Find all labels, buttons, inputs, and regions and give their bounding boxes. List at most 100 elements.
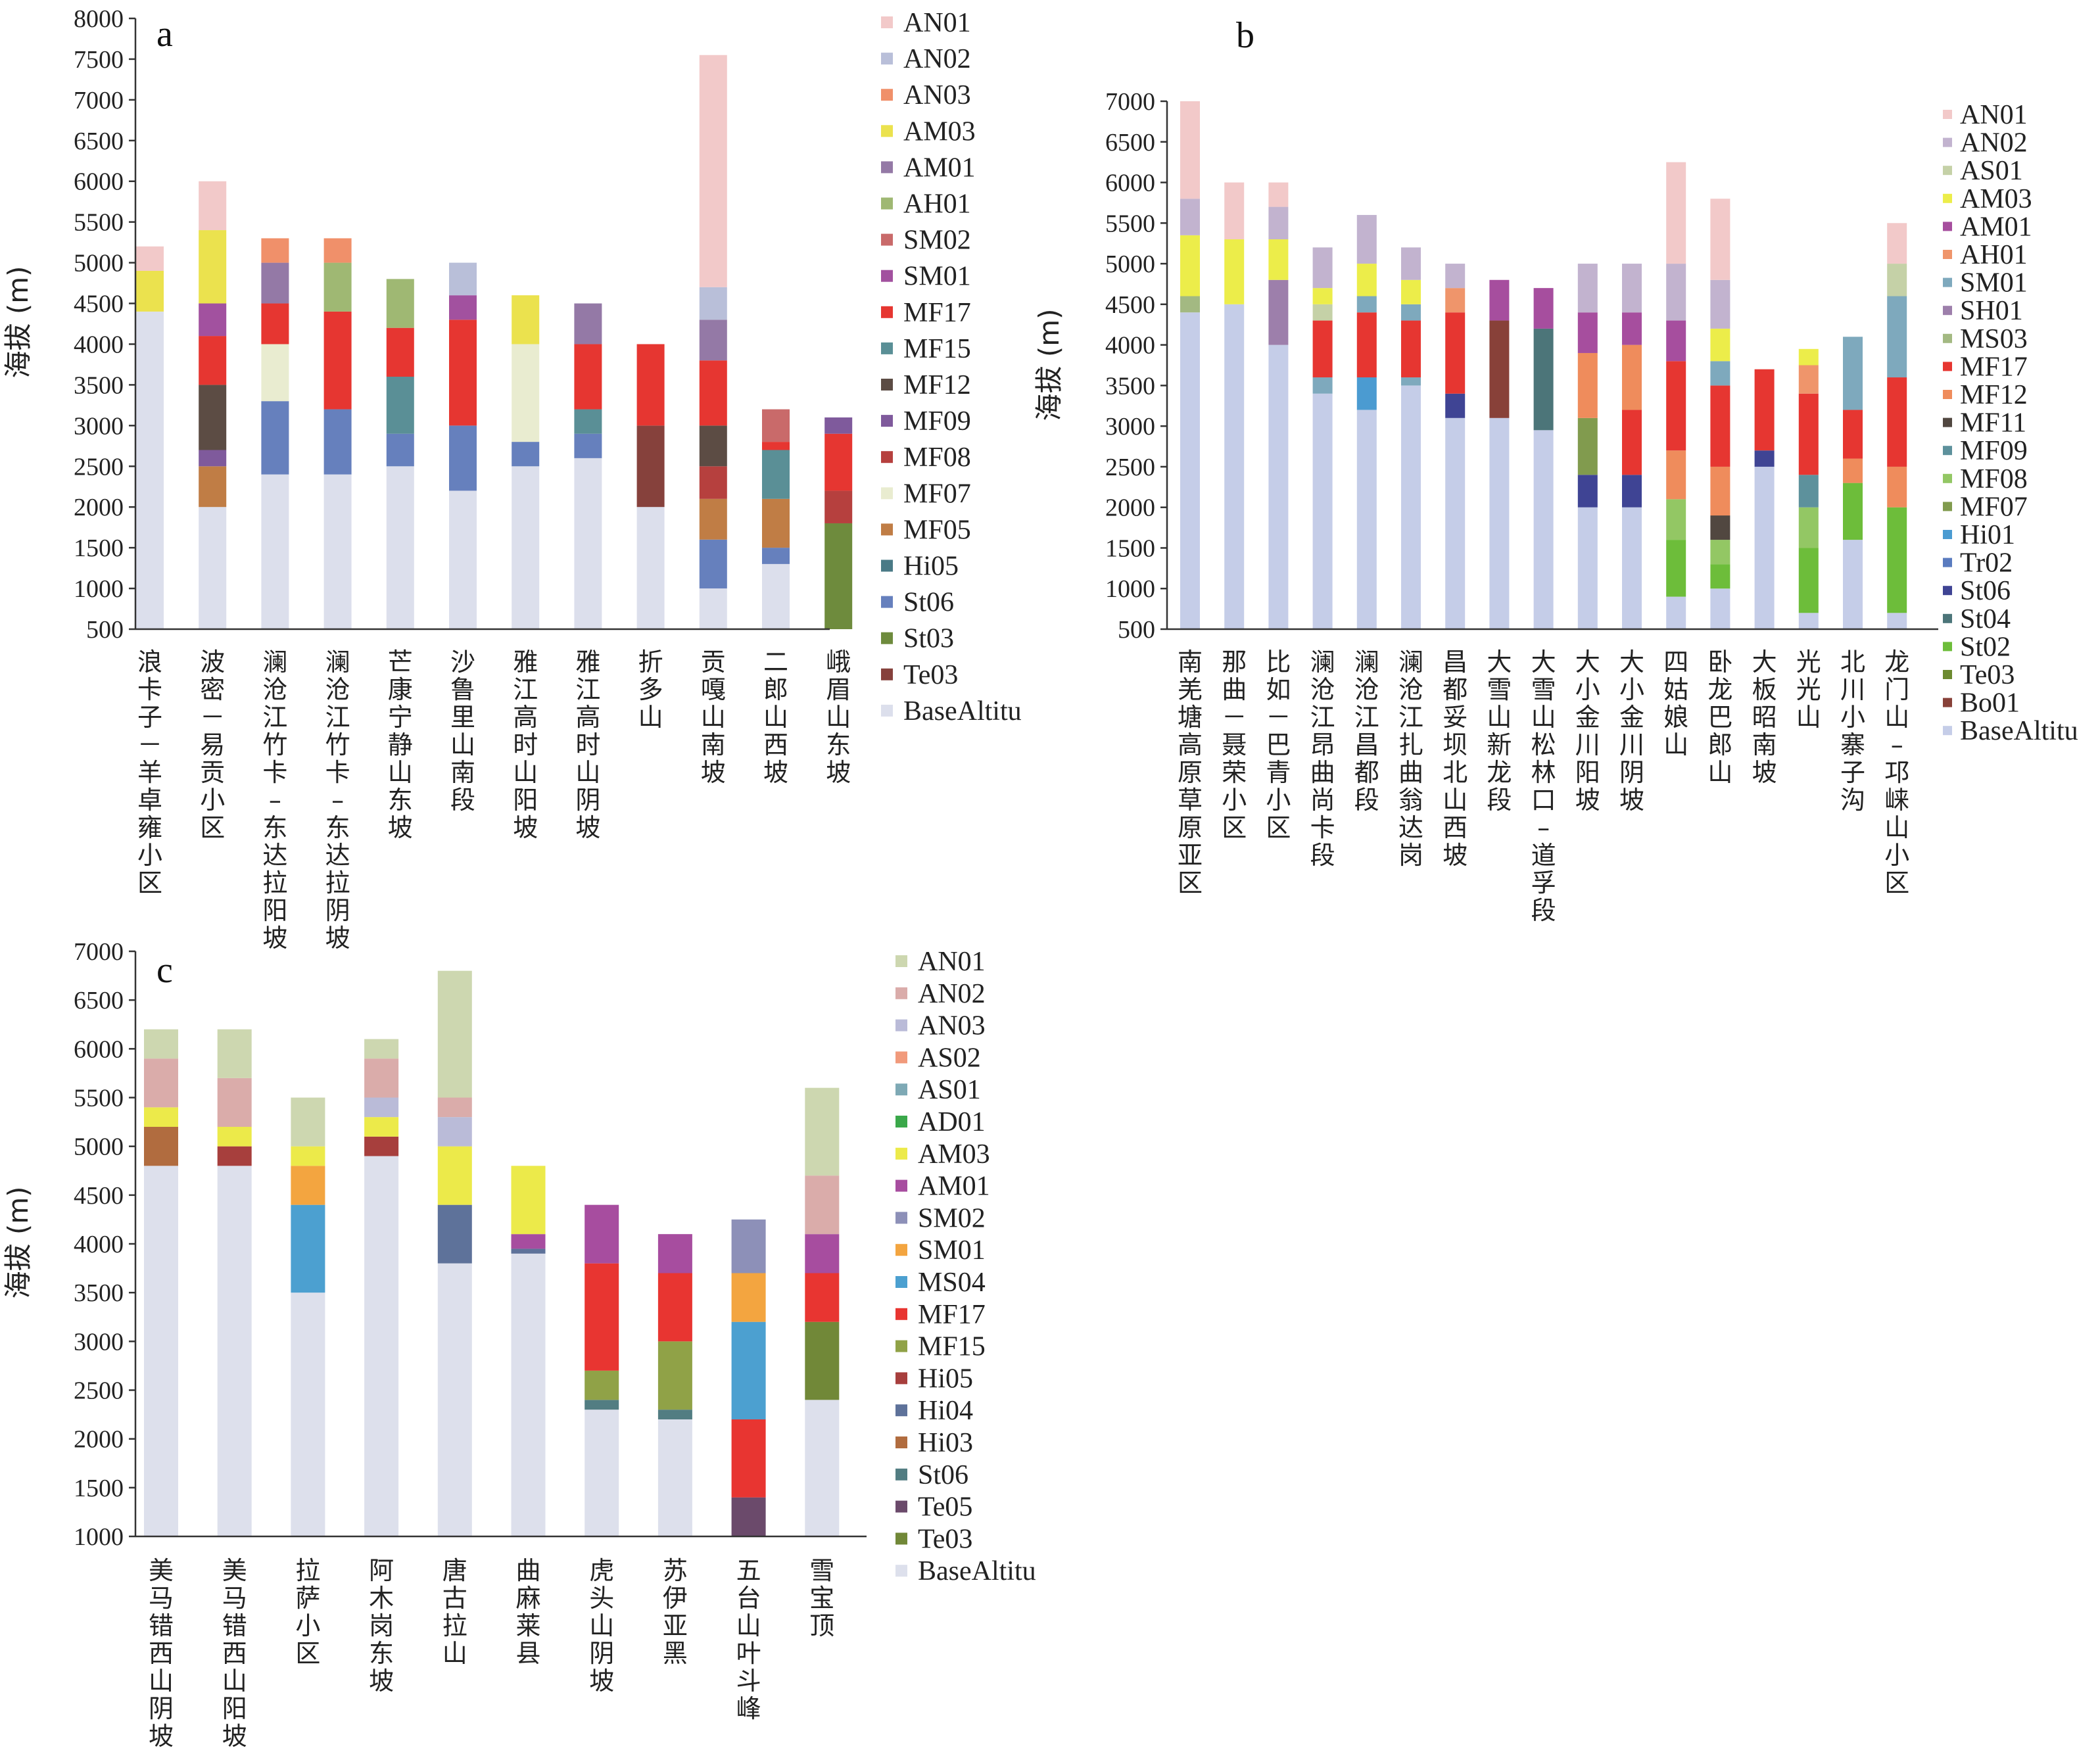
bar-segment-basealtitu (217, 1166, 252, 1536)
bar-segment-mf15 (657, 1341, 692, 1410)
bar-stack (1666, 162, 1686, 629)
category-label-char: 翁 (1398, 786, 1423, 815)
bar-segment-st06 (1622, 475, 1642, 508)
bar-stack (511, 1166, 546, 1536)
bar-segment-mf17 (699, 360, 727, 426)
legend-label: MF12 (1960, 380, 2028, 410)
category-label-char: 南 (701, 730, 726, 759)
y-tick-label: 6000 (74, 168, 124, 196)
bar-segment-am01 (261, 262, 289, 304)
bar-stack (805, 1087, 840, 1536)
bar-segment-mf17 (1710, 385, 1730, 467)
category-label-char: 南 (1178, 648, 1203, 676)
category-label-char: － (1266, 703, 1291, 732)
y-tick-label: 1500 (74, 534, 124, 562)
category-label-char: 邛 (1884, 758, 1909, 787)
bar-segment-basealtitu (449, 490, 477, 629)
category-label-char: 区 (295, 1639, 320, 1668)
legend-entry: AH01 (881, 189, 971, 220)
category-label-char: 亚 (663, 1611, 688, 1640)
bar-segment-st06 (449, 425, 477, 491)
bar-segment-am01 (1622, 312, 1642, 345)
y-tick-label: 2500 (74, 453, 124, 481)
category-label-char: 竹 (262, 730, 287, 759)
bar-stack (1489, 279, 1510, 629)
category-label-char: 山 (1531, 703, 1556, 732)
category-label-char: 金 (1575, 703, 1600, 732)
category-label-char: 娘 (1663, 703, 1688, 732)
legend-label: St03 (903, 624, 954, 654)
category-label-char: 区 (1178, 868, 1203, 897)
category-label-char: 川 (1575, 730, 1600, 759)
bar-segment-an01 (699, 55, 727, 287)
bar-segment-mf12 (1710, 466, 1730, 516)
legend-label: SM02 (918, 1203, 986, 1233)
legend-entry: MF15 (881, 334, 971, 364)
category-label-char: 山 (638, 703, 663, 732)
category-label-char: 阴 (575, 786, 600, 815)
bar-segment-basealtitu (512, 466, 540, 629)
category-label-char: 沙 (450, 648, 475, 676)
category-label-char: 头 (589, 1584, 614, 1613)
bar-segment-mf17 (731, 1419, 766, 1498)
legend-label: AN03 (903, 80, 971, 110)
bar-segment-mf17 (1666, 361, 1686, 451)
legend-swatch (1943, 137, 1952, 147)
y-tick-label: 3500 (74, 371, 124, 399)
bar-segment-hi01 (1356, 377, 1377, 410)
legend-swatch (895, 1468, 907, 1481)
category-label-char: 竹 (325, 730, 350, 759)
legend-swatch (881, 668, 893, 680)
y-tick-label: 4500 (74, 1182, 124, 1210)
legend-label: SH01 (1960, 296, 2023, 326)
category-label-char: 沟 (1840, 786, 1865, 815)
bar-stack (1312, 247, 1333, 629)
legend-label: AM03 (918, 1139, 990, 1170)
category-label-char: 高 (1178, 730, 1203, 759)
category-label-char: 小 (1222, 786, 1247, 815)
y-tick-label: 4000 (74, 331, 124, 358)
legend-label: AN02 (1960, 128, 2028, 158)
legend-label: St06 (1960, 576, 2011, 606)
y-tick-label: 1500 (74, 1475, 124, 1502)
category-label-char: 东 (325, 813, 350, 842)
bar-segment-basealtitu (1754, 466, 1775, 629)
y-axis-label: 海拔 (m) (2, 266, 34, 378)
category-label-char: 阴 (589, 1639, 614, 1668)
category-label-char: 山 (1884, 813, 1909, 842)
panel-b: b海拔 (m)南羌塘高原草原亚区那曲－聂荣小区比如－巴青小区澜沧江昂曲尚卡段澜沧… (1033, 15, 2078, 925)
category-label-char: 时 (575, 730, 600, 759)
legend-label: MF09 (903, 406, 971, 437)
bar-segment-basealtitu (657, 1419, 692, 1536)
bar-stack (199, 181, 227, 629)
bar-segment-an02 (1356, 214, 1377, 264)
bar-segment-an02 (217, 1078, 252, 1127)
category-label-char: 都 (1354, 758, 1379, 787)
bar-segment-am01 (805, 1234, 840, 1273)
legend-swatch (1943, 166, 1952, 176)
category-label-char: 山 (1663, 730, 1688, 759)
category-label-char: 小 (1840, 703, 1865, 732)
y-tick-label: 5000 (74, 250, 124, 277)
y-tick-label: 1000 (74, 575, 124, 603)
bar-segment-sm02 (762, 409, 790, 442)
category-label-char: 鲁 (450, 675, 475, 704)
legend-label: MS04 (918, 1268, 986, 1298)
category-label-char: 昌 (1354, 730, 1379, 759)
legend-swatch (895, 1565, 907, 1577)
category-label-char: 江 (1354, 703, 1379, 732)
bar-segment-sm01 (1887, 296, 1907, 378)
bar-segment-mf05 (762, 498, 790, 548)
bar-segment-mf17 (1843, 410, 1863, 459)
bar-segment-sm01 (1710, 361, 1730, 386)
bar-segment-basealtitu (364, 1156, 399, 1536)
bar-segment-an01 (136, 246, 164, 271)
legend-label: AN02 (903, 44, 971, 74)
bar-segment-an02 (1710, 279, 1730, 329)
bar-stack (1577, 264, 1598, 629)
legend-label: Bo01 (1960, 688, 2020, 719)
legend-entry: MS04 (895, 1268, 986, 1298)
bar-segment-am03 (437, 1146, 472, 1205)
y-tick-label: 7500 (74, 46, 124, 74)
legend-swatch (1943, 642, 1952, 652)
